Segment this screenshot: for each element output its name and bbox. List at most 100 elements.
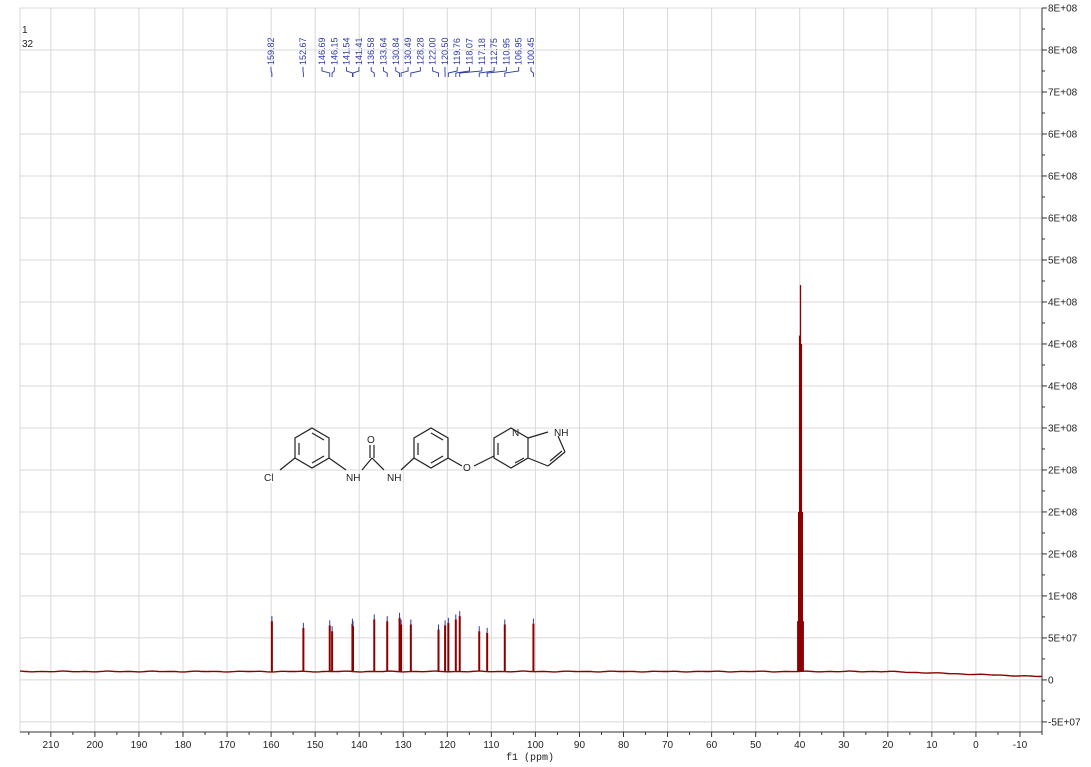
y-tick-label: 2E+08 (1048, 507, 1078, 518)
y-tick-label: 8E+08 (1048, 4, 1078, 15)
header-line-2: 32 (22, 39, 34, 50)
x-axis: 210 200 190 180 170 160 150 140 130 120 110 100 90 80… (20, 731, 1043, 751)
peak-shift-label: 119.76 (452, 38, 462, 65)
peak-shift-label: 141.54 (342, 37, 352, 65)
peak-shift-label: 133.64 (378, 37, 388, 65)
peak-leader-line (352, 67, 360, 77)
y-tick-label: -5E+07 (1048, 717, 1081, 728)
pyridine-nitrogen-label: N (512, 428, 519, 439)
peak-leader-line (331, 67, 335, 77)
x-tick-label: 90 (574, 740, 586, 751)
peak-shift-label: 120.50 (440, 37, 450, 65)
x-tick-label: 60 (706, 740, 718, 751)
y-tick-label: 6E+08 (1048, 213, 1078, 224)
header-line-1: 1 (22, 25, 28, 36)
x-tick-label: 170 (219, 740, 236, 751)
chlorine-label: Cl (264, 473, 273, 484)
nh-label-1: NH (346, 473, 360, 484)
bond (447, 457, 463, 467)
y-tick-label: 6E+08 (1048, 171, 1078, 182)
y-axis: -5E+07 0 5E+07 1E+08 2E+08 2E+08 2E+08 3E+08 4E+… (1041, 4, 1081, 732)
bond (371, 457, 385, 471)
y-tick-label: 7E+08 (1048, 87, 1078, 98)
peak-shift-label: 122.00 (428, 37, 438, 65)
y-tick-label: 4E+08 (1048, 381, 1078, 392)
double-bond (514, 457, 525, 464)
peak-shift-label: 100.45 (526, 37, 536, 65)
chlorophenyl-ring (294, 427, 330, 469)
plot-frame (19, 7, 1043, 733)
peak-shift-label: 118.07 (465, 38, 475, 65)
baseline-trace (19, 670, 1043, 678)
peak-shift-label: 112.75 (489, 38, 499, 65)
x-tick-label: 150 (307, 740, 324, 751)
x-tick-label: 180 (175, 740, 192, 751)
peak-leader-line (410, 67, 421, 77)
double-bond (311, 432, 325, 441)
x-tick-label: 200 (87, 740, 104, 751)
x-tick-label: 120 (439, 740, 456, 751)
bond (547, 451, 566, 467)
y-tick-label: 5E+07 (1048, 633, 1078, 644)
peak-leader-line (504, 67, 520, 77)
y-tick-label: 6E+08 (1048, 129, 1078, 140)
x-tick-label: 0 (973, 740, 979, 751)
x-tick-label: 140 (351, 740, 368, 751)
peak-shift-label: 159.82 (266, 37, 276, 65)
label-mask (263, 471, 277, 483)
peak-shift-label: 106.95 (514, 37, 524, 65)
peak-shift-label: 146.15 (329, 37, 339, 65)
peak-shift-label: 110.95 (501, 38, 511, 65)
x-tick-label: 30 (838, 740, 850, 751)
x-tick-label: 160 (263, 740, 280, 751)
double-bond (311, 455, 325, 464)
bond (527, 457, 549, 467)
grid (20, 7, 1042, 732)
peak-leader-line (370, 67, 375, 77)
x-tick-label: 50 (750, 740, 762, 751)
x-tick-label: -10 (1013, 740, 1028, 751)
peak-leader-line (530, 67, 534, 77)
y-tick-label: 8E+08 (1048, 45, 1078, 56)
bond (473, 455, 495, 467)
peak-leader-line (383, 67, 388, 77)
y-tick-label: 2E+08 (1048, 465, 1078, 476)
bond (279, 457, 296, 471)
double-bond (430, 432, 444, 441)
peak-leader-line (395, 67, 400, 77)
peak-shift-label: 141.41 (354, 37, 364, 65)
peak-leader-line (346, 67, 353, 77)
peak-labels: 159.82 152.67 146.69 146.15 141.54 141.41 136.… (266, 37, 536, 77)
carbonyl-oxygen-label: O (367, 435, 375, 446)
chemical-structure (279, 427, 566, 471)
double-bond (549, 450, 563, 462)
peak-leader-line (321, 67, 331, 77)
x-tick-label: 80 (618, 740, 630, 751)
ether-oxygen-label: O (463, 463, 471, 474)
peak-leader-line (486, 67, 507, 77)
x-tick-label: 110 (483, 740, 499, 751)
x-tick-label: 210 (42, 740, 59, 751)
phenyl-ring (413, 427, 449, 469)
x-axis-label: f1 (ppm) (506, 752, 554, 764)
spectrum-trace (19, 285, 1043, 678)
x-tick-label: 20 (882, 740, 894, 751)
x-tick-label: 40 (794, 740, 806, 751)
peak-leader-line (447, 67, 458, 77)
peak-leader-line (478, 67, 495, 77)
y-tick-label: 2E+08 (1048, 549, 1078, 560)
x-tick-label: 70 (662, 740, 674, 751)
pyridine-ring (493, 427, 529, 469)
peak-shift-label: 146.69 (317, 37, 327, 65)
peak-shift-label: 130.49 (403, 37, 413, 65)
peak-leader-line (455, 67, 470, 77)
y-tick-label: 4E+08 (1048, 297, 1078, 308)
nh-label-2: NH (387, 473, 401, 484)
bond (361, 457, 373, 471)
x-tick-label: 130 (395, 740, 412, 751)
bond (400, 457, 415, 471)
x-tick-label: 190 (131, 740, 148, 751)
x-tick-label: 10 (926, 740, 938, 751)
y-tick-label: 0 (1048, 675, 1054, 686)
bond (328, 457, 347, 471)
